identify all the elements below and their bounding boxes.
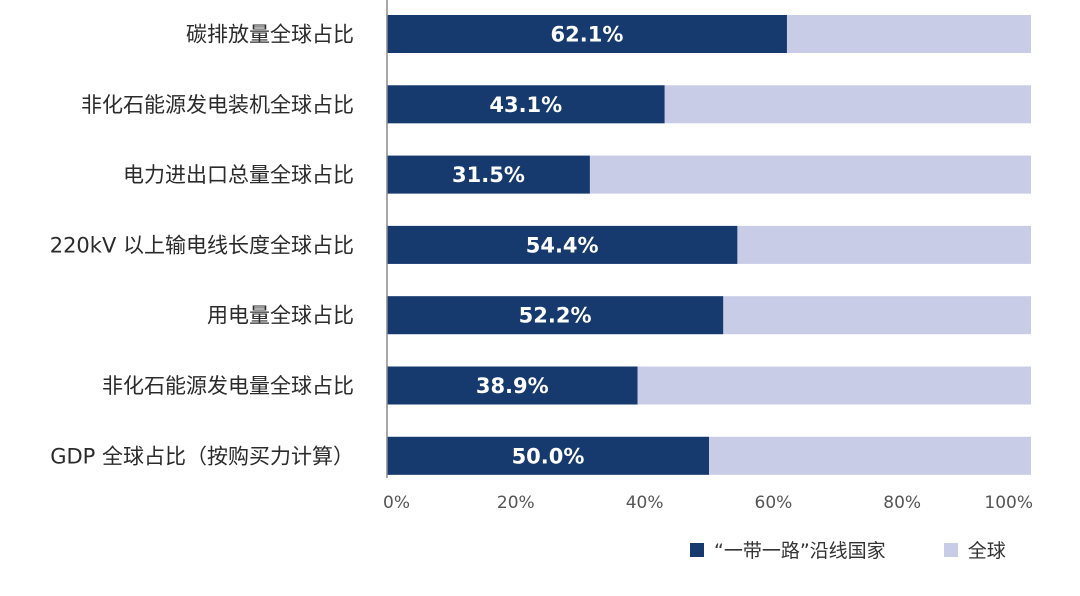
x-tick-label-0: 0% — [383, 493, 410, 513]
bar-belt-road-5 — [387, 366, 638, 405]
data-label-1: 43.1% — [489, 93, 562, 117]
data-label-6: 50.0% — [512, 444, 585, 468]
bar-belt-road-3 — [387, 225, 738, 264]
x-tick-label-1: 20% — [497, 493, 535, 513]
data-label-4: 52.2% — [519, 304, 592, 328]
bar-belt-road-4 — [387, 296, 724, 335]
category-label-0: 碳排放量全球占比 — [186, 23, 354, 47]
category-label-1: 非化石能源发电装机全球占比 — [81, 93, 354, 117]
category-label-3: 220kV 以上输电线长度全球占比 — [50, 233, 354, 257]
x-tick-label-4: 80% — [883, 493, 921, 513]
category-label-4: 用电量全球占比 — [207, 304, 354, 328]
bar-belt-road-2 — [387, 155, 590, 194]
legend-item-global: 全球 — [943, 536, 1006, 563]
x-tick-label-5: 100% — [984, 493, 1033, 513]
data-label-3: 54.4% — [526, 233, 599, 257]
legend-swatch-global — [943, 542, 958, 557]
data-label-0: 62.1% — [551, 23, 624, 47]
legend-label-belt-road: “一带一路”沿线国家 — [714, 540, 886, 562]
category-label-2: 电力进出口总量全球占比 — [123, 163, 354, 187]
bar-belt-road-0 — [387, 15, 787, 53]
category-label-6: GDP 全球占比（按购买力计算） — [50, 444, 354, 468]
legend-swatch-belt-road — [690, 542, 704, 557]
chart-legend: “一带一路”沿线国家 全球 — [690, 536, 1006, 563]
legend-label-global: 全球 — [967, 540, 1006, 562]
bar-belt-road-1 — [387, 85, 665, 124]
data-label-5: 38.9% — [476, 374, 549, 398]
x-tick-label-2: 40% — [626, 493, 664, 513]
data-label-2: 31.5% — [452, 163, 525, 187]
legend-item-belt-road: “一带一路”沿线国家 — [690, 536, 886, 563]
category-label-5: 非化石能源发电量全球占比 — [102, 374, 354, 398]
x-tick-label-3: 60% — [755, 493, 793, 513]
bar-belt-road-6 — [387, 436, 709, 475]
